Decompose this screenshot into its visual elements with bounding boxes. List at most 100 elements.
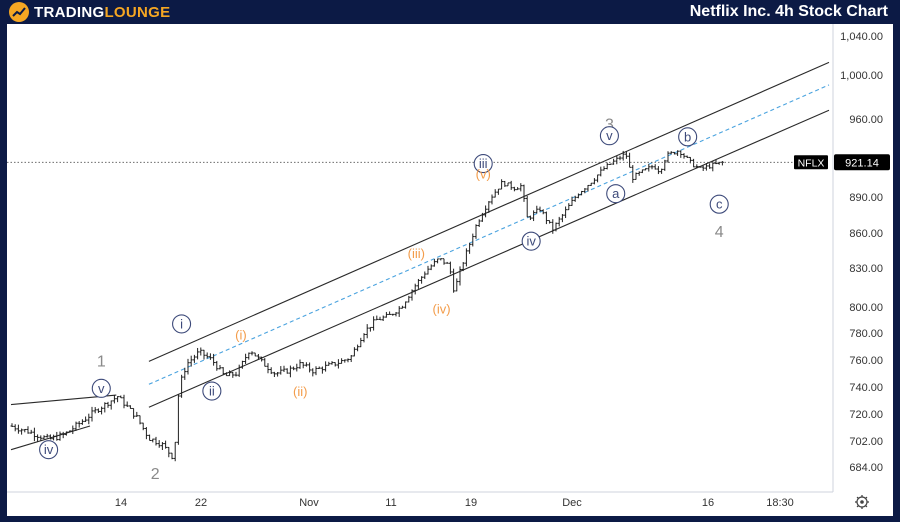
ohlc-bar [247, 352, 251, 360]
x-tick-label: 16 [702, 497, 714, 509]
ohlc-bar [317, 366, 321, 369]
ohlc-bar [135, 411, 139, 417]
wave-label: (i) [235, 327, 247, 342]
svg-text:(ii): (ii) [293, 384, 307, 399]
ohlc-bar [432, 259, 436, 267]
logo-text-main: TRADING [34, 3, 105, 21]
ohlc-bar [560, 214, 564, 223]
ohlc-bar [564, 206, 568, 219]
y-tick-label: 960.00 [849, 114, 883, 126]
ohlc-bar [48, 434, 52, 440]
ohlc-bar [26, 426, 30, 434]
svg-text:4: 4 [715, 224, 724, 241]
wave-label: a [606, 184, 626, 204]
ohlc-bar [676, 150, 680, 156]
ohlc-bar [10, 423, 14, 427]
ohlc-bar [282, 365, 286, 372]
ohlc-bar [340, 358, 344, 364]
plot-area[interactable]: NFLX 1 v iv 2 i ii (i) (ii) (iii) (iv) iii (v) iv 3 v a… [7, 24, 893, 516]
ohlc-bars [10, 150, 724, 462]
ohlc-bar [100, 406, 104, 415]
ohlc-bar [237, 364, 241, 377]
ohlc-bar [394, 311, 398, 317]
ohlc-bar [176, 394, 180, 445]
wave-label: b [678, 127, 698, 147]
ohlc-bar [122, 394, 126, 409]
svg-text:2: 2 [151, 466, 160, 483]
ohlc-bar [452, 268, 456, 293]
wave-label: 3 [605, 117, 614, 134]
wave-label: ii [202, 381, 222, 401]
ohlc-bar [397, 306, 401, 317]
ohlc-bar [519, 183, 523, 192]
ohlc-bar [378, 316, 382, 321]
ohlc-bar [685, 155, 689, 158]
ohlc-bar [663, 159, 667, 171]
y-tick-label: 684.00 [849, 462, 883, 474]
ohlc-bar [336, 359, 340, 369]
ohlc-bar [672, 151, 676, 155]
ohlc-bar [484, 205, 488, 218]
ohlc-bar [192, 354, 196, 363]
channel-middle-line [148, 84, 830, 385]
ohlc-bar [420, 276, 424, 284]
ohlc-bar [388, 311, 392, 315]
ohlc-bar [512, 186, 516, 192]
svg-text:iv: iv [526, 234, 536, 249]
ohlc-bar [330, 361, 334, 365]
logo-text-accent: LOUNGE [104, 3, 171, 21]
ohlc-bar [413, 283, 417, 295]
wave-label: iii [473, 154, 493, 174]
ohlc-bar [256, 354, 260, 360]
svg-text:c: c [716, 197, 723, 212]
ohlc-bar [448, 261, 452, 275]
y-tick-label: 720.00 [849, 409, 883, 421]
ohlc-bar [71, 425, 75, 435]
y-tick-label: 860.00 [849, 228, 883, 240]
ohlc-bar [596, 174, 600, 183]
ohlc-bar [423, 271, 427, 280]
y-tick-label: 702.00 [849, 436, 883, 448]
ohlc-bar [695, 164, 699, 169]
ohlc-bar [551, 219, 555, 234]
chart-title: Netflix Inc. 4h Stock Chart [689, 3, 888, 20]
ohlc-bar [45, 433, 49, 438]
ohlc-bar [701, 165, 705, 171]
svg-text:iii: iii [479, 156, 488, 171]
ohlc-bar [218, 364, 222, 370]
ohlc-bar [522, 184, 526, 202]
ohlc-bar [196, 347, 200, 360]
ohlc-bar [692, 158, 696, 168]
ohlc-bar [170, 452, 174, 460]
svg-text:3: 3 [605, 117, 614, 134]
ohlc-bar [13, 424, 17, 432]
ohlc-bar [74, 421, 78, 431]
ohlc-bar [301, 362, 305, 369]
ohlc-bar [666, 151, 670, 163]
wave-label: (iv) [433, 301, 451, 316]
ohlc-bar [538, 206, 542, 212]
channel-lower-line [148, 109, 830, 408]
ohlc-bar [557, 216, 561, 227]
x-tick-label: 11 [385, 497, 396, 509]
ohlc-bar [154, 436, 158, 446]
price-chart[interactable]: NFLX 1viv2iii(i)(ii)(iii)(iv)iii(v)iv3va… [7, 24, 893, 516]
ohlc-bar [612, 158, 616, 165]
ohlc-bar [589, 182, 593, 186]
ohlc-bar [52, 434, 56, 441]
ohlc-bar [605, 162, 609, 170]
ohlc-bar [68, 430, 72, 433]
gear-icon[interactable] [855, 495, 869, 509]
ohlc-bar [669, 151, 673, 155]
ohlc-bar [141, 422, 145, 431]
wave-label: (ii) [293, 384, 307, 399]
ohlc-bar [212, 353, 216, 366]
ohlc-bar [381, 315, 385, 321]
svg-text:i: i [180, 316, 183, 331]
ohlc-bar [573, 195, 577, 202]
ohlc-bar [544, 211, 548, 225]
x-axis: 14 22 Nov 11 19 Dec 16 18:30 [7, 491, 893, 516]
ohlc-bar [125, 401, 129, 407]
ohlc-bar [509, 180, 513, 190]
ohlc-bar [455, 278, 459, 292]
